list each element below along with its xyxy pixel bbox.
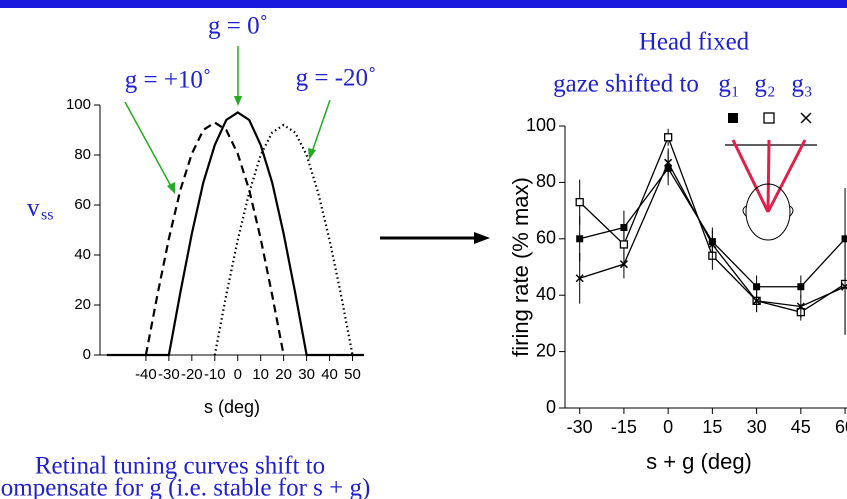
- x-tick-label: -30: [158, 366, 180, 383]
- x-axis-label: s + g (deg): [646, 449, 752, 474]
- arrow: [124, 101, 173, 189]
- x-tick-label: 0: [234, 366, 242, 383]
- y-tick-label: 0: [83, 346, 91, 363]
- y-tick-label: 60: [536, 228, 556, 248]
- y-tick-label: 60: [74, 196, 91, 213]
- data-point: [575, 274, 584, 283]
- right-title: Head fixed: [639, 29, 750, 56]
- ears: [742, 205, 794, 217]
- series-line: [579, 135, 846, 313]
- y-axis-label: firing rate (% max): [508, 177, 533, 357]
- y-tick-label: 100: [526, 115, 556, 135]
- gaze-ray: [766, 139, 771, 213]
- arrow-head: [474, 232, 490, 244]
- y-tick-label: 40: [536, 284, 556, 304]
- caption: compensate for g (i.e. stable for s + g): [0, 475, 370, 499]
- data-point: [663, 133, 673, 142]
- x-tick-label: -30: [567, 417, 593, 437]
- data-point: [620, 224, 628, 232]
- series-label: g = +10˚: [125, 67, 212, 94]
- data-point: [752, 296, 761, 305]
- x-tick-label: 45: [791, 417, 811, 437]
- data-point: [841, 235, 847, 243]
- x-axis-label: s (deg): [204, 397, 260, 417]
- x-tick-label: 30: [747, 417, 767, 437]
- legend-marker: [763, 112, 775, 124]
- arrow-head: [167, 182, 175, 194]
- data-point: [619, 260, 628, 269]
- x-tick-label: 15: [702, 417, 722, 437]
- y-tick-label: 40: [74, 246, 91, 263]
- x-tick-label: -10: [204, 366, 226, 383]
- caption: Retinal tuning curves shift to: [35, 453, 325, 480]
- x-tick-label: 20: [275, 366, 292, 383]
- series-line: [213, 123, 354, 356]
- x-tick-label: -20: [181, 366, 203, 383]
- data-point: [796, 302, 805, 311]
- gaze-ray: [766, 139, 807, 213]
- head: [745, 183, 791, 241]
- y-axis-label-sub: ss: [41, 207, 53, 224]
- y-axis-label: v: [27, 195, 40, 222]
- arrow-head: [234, 96, 242, 106]
- y-tick-label: 80: [74, 146, 91, 163]
- legend-marker: [728, 113, 738, 123]
- legend-label: g₃: [791, 71, 812, 98]
- data-point: [841, 282, 847, 291]
- data-point: [619, 240, 629, 249]
- x-tick-label: 50: [344, 366, 361, 383]
- x-tick-label: -40: [135, 366, 157, 383]
- data-point: [575, 197, 584, 207]
- x-tick-label: 60: [835, 417, 847, 437]
- data-point: [797, 283, 805, 291]
- x-tick-label: 10: [252, 366, 269, 383]
- y-tick-label: 20: [74, 296, 91, 313]
- arrow: [311, 99, 331, 153]
- legend-label: g₂: [754, 71, 775, 98]
- x-tick-label: 0: [663, 417, 673, 437]
- x-tick-label: 40: [321, 366, 338, 383]
- top-bar: [0, 0, 847, 8]
- arrow-head: [308, 148, 316, 160]
- data-point: [708, 240, 717, 249]
- gaze-ray: [731, 139, 770, 213]
- series-label: g = -20˚: [296, 65, 377, 92]
- series-line: [106, 111, 364, 357]
- data-point: [753, 283, 761, 291]
- legend-label: g₁: [718, 71, 739, 98]
- right-title: gaze shifted to: [553, 71, 699, 98]
- y-tick-label: 20: [536, 340, 556, 360]
- data-point: [576, 235, 584, 243]
- series-line: [144, 121, 285, 356]
- x-tick-label: 30: [298, 366, 315, 383]
- legend-marker: [800, 112, 812, 124]
- y-tick-label: 0: [546, 397, 556, 417]
- data-point: [664, 158, 673, 167]
- x-tick-label: -15: [611, 417, 637, 437]
- y-tick-label: 100: [66, 96, 91, 113]
- y-tick-label: 80: [536, 171, 556, 191]
- series-label: g = 0˚: [208, 13, 268, 40]
